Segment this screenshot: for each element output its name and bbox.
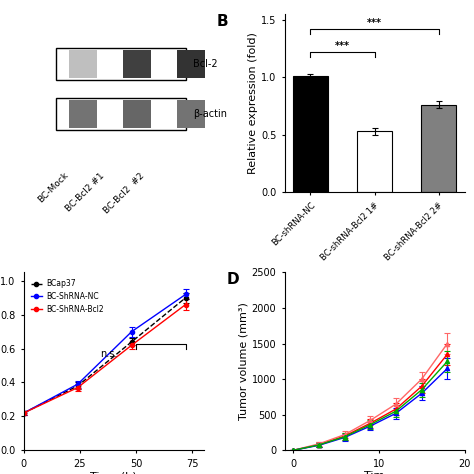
Text: ***: *** [367, 18, 382, 28]
FancyBboxPatch shape [56, 98, 186, 130]
FancyBboxPatch shape [69, 50, 98, 78]
Bar [421, 105, 456, 192]
FancyBboxPatch shape [123, 50, 152, 78]
FancyBboxPatch shape [177, 100, 205, 128]
Text: ***: *** [335, 41, 350, 51]
FancyBboxPatch shape [69, 100, 98, 128]
X-axis label: Time (h): Time (h) [91, 472, 137, 474]
Text: D: D [227, 272, 240, 287]
Text: Bcl-2: Bcl-2 [193, 59, 218, 69]
X-axis label: Tim: Tim [365, 472, 385, 474]
Text: BC-Bcl2 #1: BC-Bcl2 #1 [64, 171, 107, 213]
FancyBboxPatch shape [123, 100, 152, 128]
Legend: BCap37, BC-ShRNA-NC, BC-ShRNA-Bcl2: BCap37, BC-ShRNA-NC, BC-ShRNA-Bcl2 [27, 276, 107, 317]
Text: B: B [216, 14, 228, 29]
FancyBboxPatch shape [177, 50, 205, 78]
FancyBboxPatch shape [56, 48, 186, 80]
Y-axis label: Tumor volume (mm³): Tumor volume (mm³) [239, 302, 249, 420]
Text: β-actin: β-actin [193, 109, 227, 119]
Text: BC-Bcl2  #2: BC-Bcl2 #2 [102, 171, 146, 215]
Text: n.s.: n.s. [100, 349, 118, 359]
Text: BC-Mock: BC-Mock [36, 171, 71, 205]
Bar [293, 76, 328, 192]
Bar [357, 131, 392, 192]
Y-axis label: Relative expression (fold): Relative expression (fold) [248, 32, 258, 174]
